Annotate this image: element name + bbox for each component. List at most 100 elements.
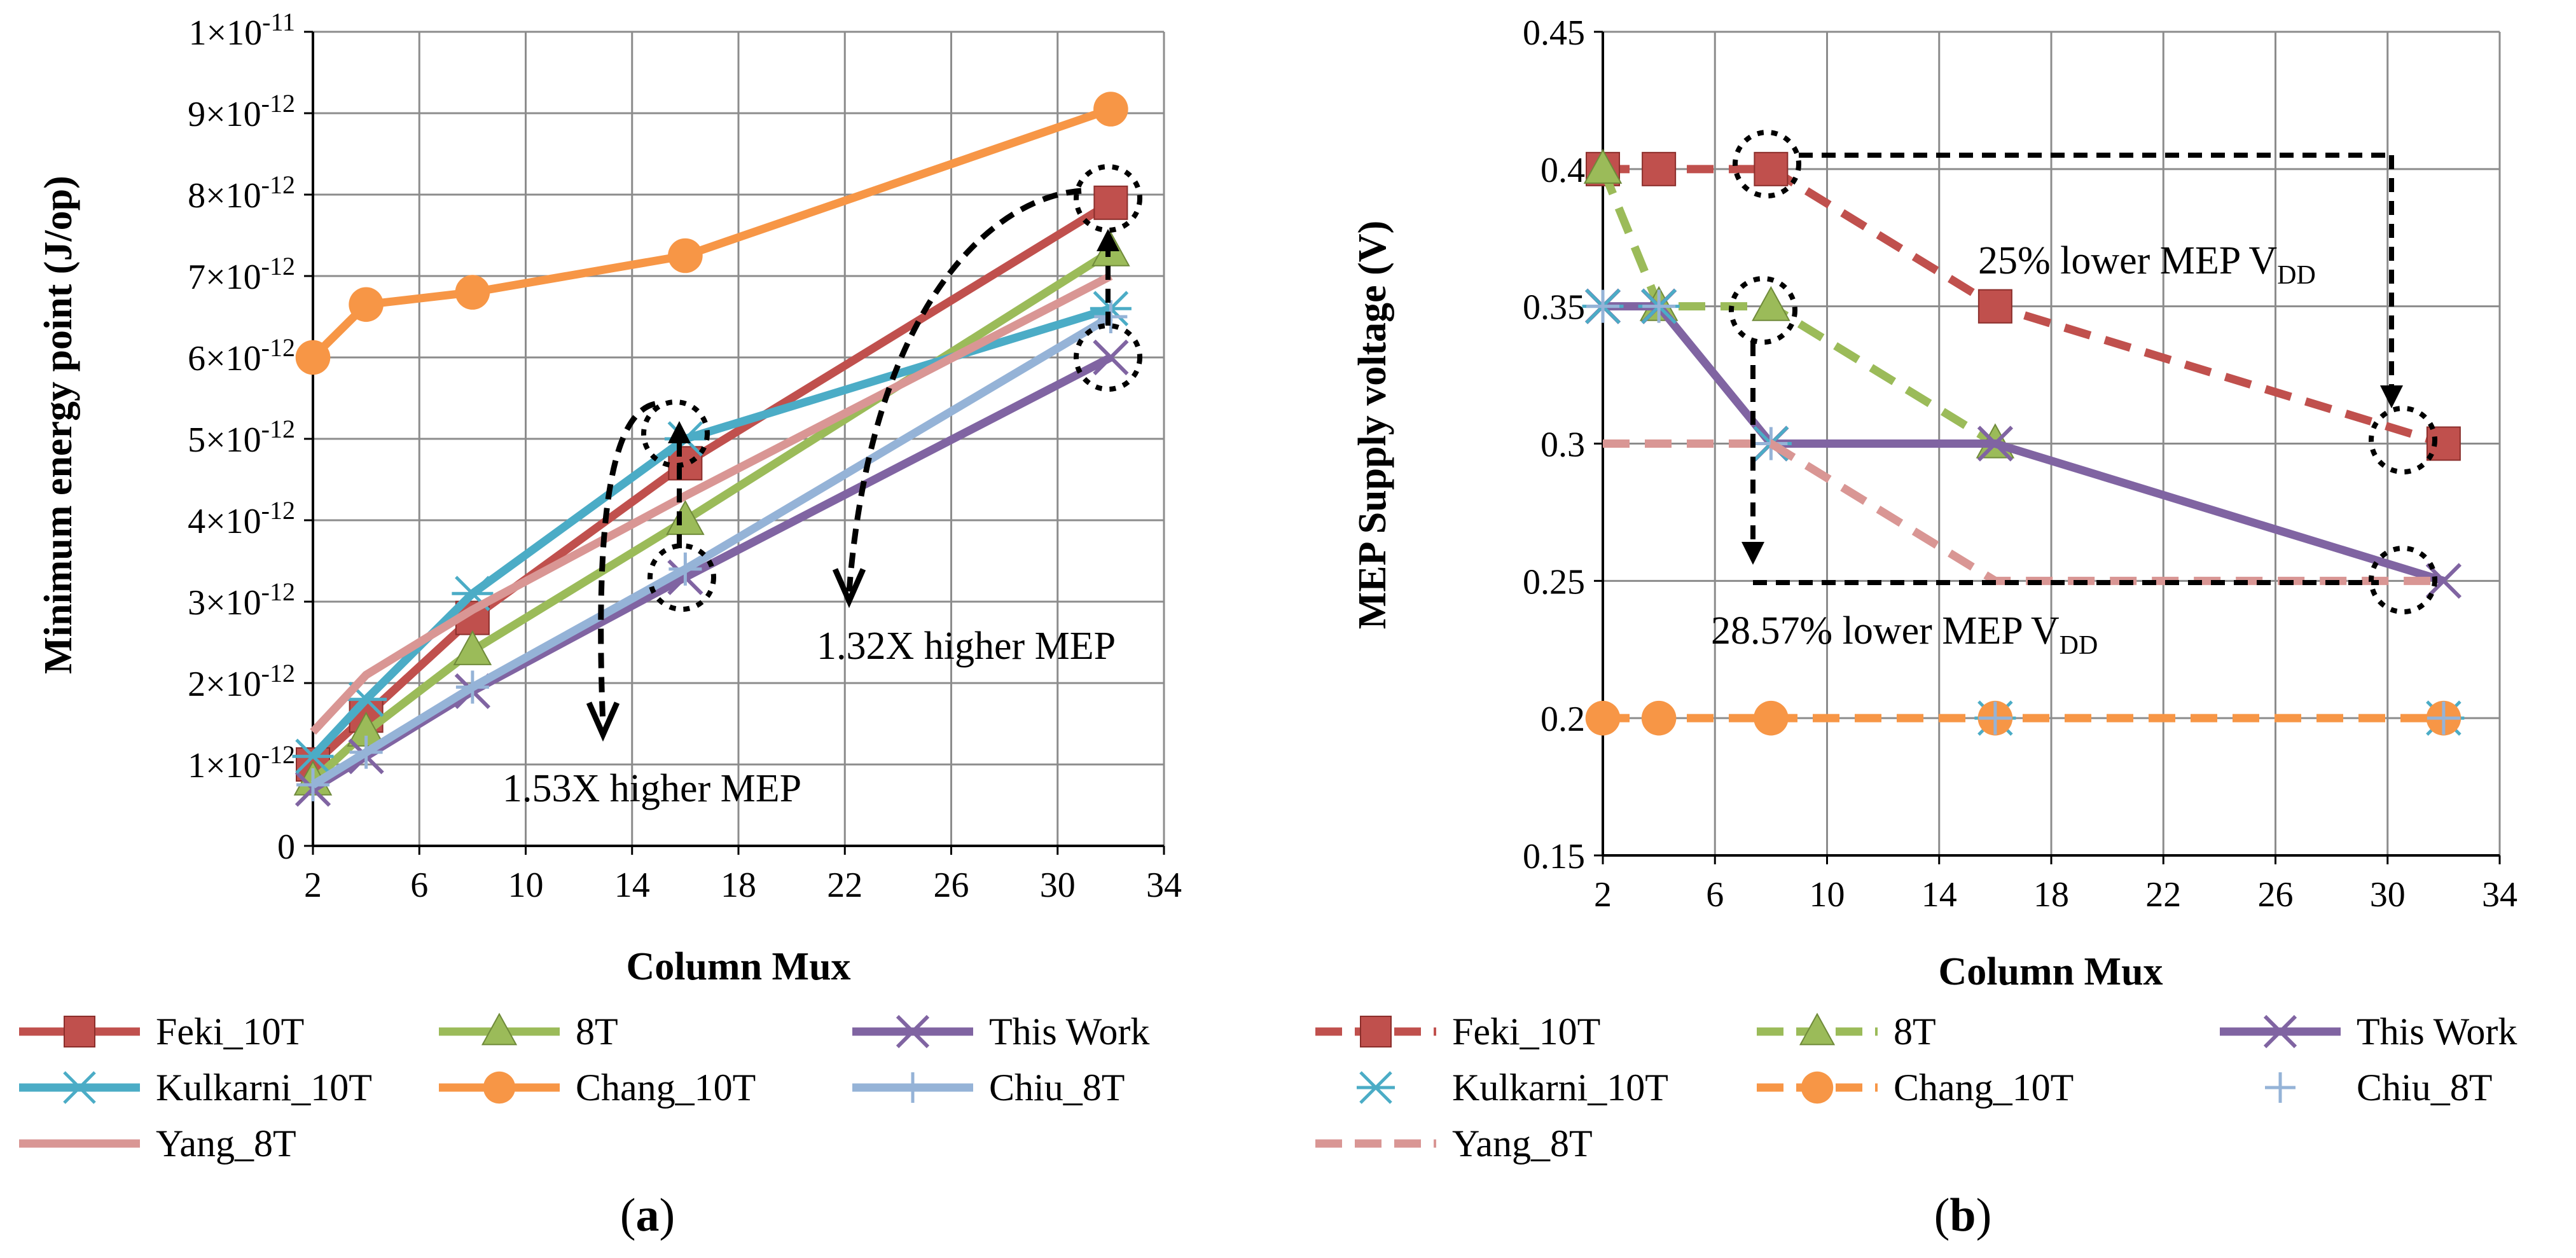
callout-head-132 xyxy=(832,568,866,609)
y-tick-mantissa-9: 9×10 xyxy=(188,95,261,134)
y-tick-exponent-4: -12 xyxy=(261,496,295,525)
y-tick-mantissa-10: 1×10 xyxy=(189,13,263,53)
legend-item-feki-10t: Feki_10T xyxy=(1315,1011,1600,1053)
panel-b-label: (b) xyxy=(1934,1189,1991,1241)
point-chang-10t-1 xyxy=(349,287,384,322)
arrow-head-16 xyxy=(668,421,691,443)
legend-label-this-work: This Work xyxy=(989,1011,1149,1053)
highlight-circle-thiswork-16 xyxy=(647,543,716,612)
y-tick-label-5: 0.4 xyxy=(1541,151,1585,190)
x-tick-label-6: 26 xyxy=(2258,875,2294,915)
series-yang-8t xyxy=(310,272,1113,735)
y-tick-mantissa-0: 0.15 xyxy=(1523,837,1585,876)
panel-a-label: (a) xyxy=(620,1189,675,1241)
legend-label-kulkarni-10t: Kulkarni_10T xyxy=(1452,1067,1668,1109)
series-chang-10t xyxy=(295,92,1128,375)
y-tick-mantissa-8: 8×10 xyxy=(188,176,261,216)
y-tick-exponent-8: -12 xyxy=(261,170,295,199)
legend-marker-chang-10t xyxy=(1801,1071,1834,1104)
y-tick-label-4: 0.35 xyxy=(1523,288,1585,328)
point-feki-10t-3 xyxy=(668,446,703,481)
y-tick-label-2: 2×10-12 xyxy=(188,659,295,704)
panel-a-x-tick-labels: 2 6 10 14 18 22 26 30 34 xyxy=(304,866,1182,905)
series-line-kulkarni-10t xyxy=(310,304,1112,759)
legend-label-feki-10t: Feki_10T xyxy=(1452,1011,1600,1053)
legend-item-yang-8t: Yang_8T xyxy=(19,1123,296,1165)
legend-marker-8t xyxy=(1799,1013,1836,1046)
x-tick-label-1: 6 xyxy=(410,866,428,905)
legend-item-chang-10t: Chang_10T xyxy=(1757,1067,2074,1109)
x-tick-label-4: 18 xyxy=(721,866,756,905)
y-tick-label-9: 9×10-12 xyxy=(188,89,295,134)
highlight-circle-feki-32 xyxy=(1074,164,1142,233)
arrow-head-32 xyxy=(1097,229,1119,251)
panel-a-axes xyxy=(304,31,1165,855)
callout-curve-153 xyxy=(598,401,656,726)
panel-b-y-tick-labels: 0.15 0.2 0.25 0.3 0.35 0.4 0.45 xyxy=(1523,13,1585,876)
point-chang-10t-3 xyxy=(668,238,703,273)
x-tick-label-2: 10 xyxy=(1810,875,1845,915)
annotation-2857pct-text: 28.57% lower MEP V xyxy=(1711,609,2060,653)
y-tick-exponent-6: -12 xyxy=(261,333,295,362)
callout-curve-132 xyxy=(846,188,1082,592)
annotation-132x: 1.32X higher MEP xyxy=(817,625,1116,668)
panel-b-x-axis-title: Column Mux xyxy=(1938,950,2163,993)
series-this-work xyxy=(294,339,1129,807)
x-tick-label-8: 34 xyxy=(1146,866,1182,905)
panel-a-y-tick-labels: 01×10-122×10-123×10-124×10-125×10-126×10… xyxy=(188,8,295,867)
legend-item-8t: 8T xyxy=(1757,1011,1936,1053)
y-tick-label-10: 1×10-11 xyxy=(189,8,295,53)
y-tick-mantissa-6: 0.45 xyxy=(1523,13,1585,53)
x-tick-label-8: 34 xyxy=(2482,875,2517,915)
point-chiu-8t-0 xyxy=(1586,289,1619,323)
point-feki-10t-4 xyxy=(1093,185,1128,220)
panel-b-legend: Feki_10T 8T This Work Kulkarni_10T Chang_10T… xyxy=(1315,1011,2517,1165)
y-tick-label-3: 0.3 xyxy=(1541,425,1585,465)
point-chang-10t-0 xyxy=(295,340,331,375)
legend-item-kulkarni-10t: Kulkarni_10T xyxy=(19,1067,372,1109)
y-tick-exponent-9: -12 xyxy=(261,89,295,118)
panel-a-chart: 01×10-122×10-123×10-124×10-125×10-126×10… xyxy=(19,8,1182,1241)
panel-a-letter: a xyxy=(636,1189,660,1241)
x-tick-label-7: 30 xyxy=(1040,866,1076,905)
legend-label-chiu-8t: Chiu_8T xyxy=(2357,1067,2492,1109)
legend-item-yang-8t: Yang_8T xyxy=(1315,1123,1593,1165)
x-tick-label-0: 2 xyxy=(1594,875,1612,915)
highlight-circle-8t-8 xyxy=(1729,276,1797,345)
x-tick-label-6: 26 xyxy=(934,866,969,905)
y-tick-exponent-2: -12 xyxy=(261,659,295,688)
annotation-2857pct-sub: DD xyxy=(2060,631,2098,660)
legend-item-feki-10t: Feki_10T xyxy=(19,1011,304,1053)
highlight-circle-kulkarni-16 xyxy=(641,399,710,468)
point-chiu-8t-1 xyxy=(1642,289,1676,323)
y-tick-label-0: 0 xyxy=(277,827,295,867)
y-tick-label-2: 0.25 xyxy=(1523,562,1585,602)
y-tick-mantissa-4: 0.35 xyxy=(1523,288,1585,328)
x-tick-label-3: 14 xyxy=(1922,875,1957,915)
panel-b-y-axis-title: MEP Supply voltage (V) xyxy=(1351,221,1394,629)
annotation-2857pct: 28.57% lower MEP VDD xyxy=(1711,609,2098,660)
legend-label-chiu-8t: Chiu_8T xyxy=(989,1067,1125,1109)
point-chiu-8t-2 xyxy=(455,670,489,704)
point-8t-3 xyxy=(666,500,705,536)
legend-label-this-work: This Work xyxy=(2357,1011,2517,1053)
point-chang-10t-0 xyxy=(1585,700,1621,736)
callout-head-153 xyxy=(586,702,620,742)
point-8t-2 xyxy=(453,630,492,665)
x-tick-label-2: 10 xyxy=(508,866,544,905)
y-tick-exponent-3: -12 xyxy=(261,577,295,606)
y-tick-exponent-1: -12 xyxy=(261,740,295,769)
x-tick-label-3: 14 xyxy=(614,866,650,905)
legend-item-this-work: This Work xyxy=(2220,1011,2517,1053)
y-tick-exponent-7: -12 xyxy=(261,252,295,280)
legend-label-8t: 8T xyxy=(576,1011,618,1053)
point-chiu-8t-0 xyxy=(296,768,329,801)
panel-b-axes xyxy=(1594,31,2501,864)
point-chiu-8t-3 xyxy=(668,552,702,586)
point-chang-10t-2 xyxy=(1754,700,1789,736)
point-chiu-8t-3 xyxy=(1978,702,2012,735)
x-tick-label-1: 6 xyxy=(1706,875,1724,915)
y-tick-mantissa-2: 2×10 xyxy=(188,665,261,704)
point-kulkarni-10t-0 xyxy=(292,738,334,774)
legend-marker-feki-10t xyxy=(64,1016,95,1047)
